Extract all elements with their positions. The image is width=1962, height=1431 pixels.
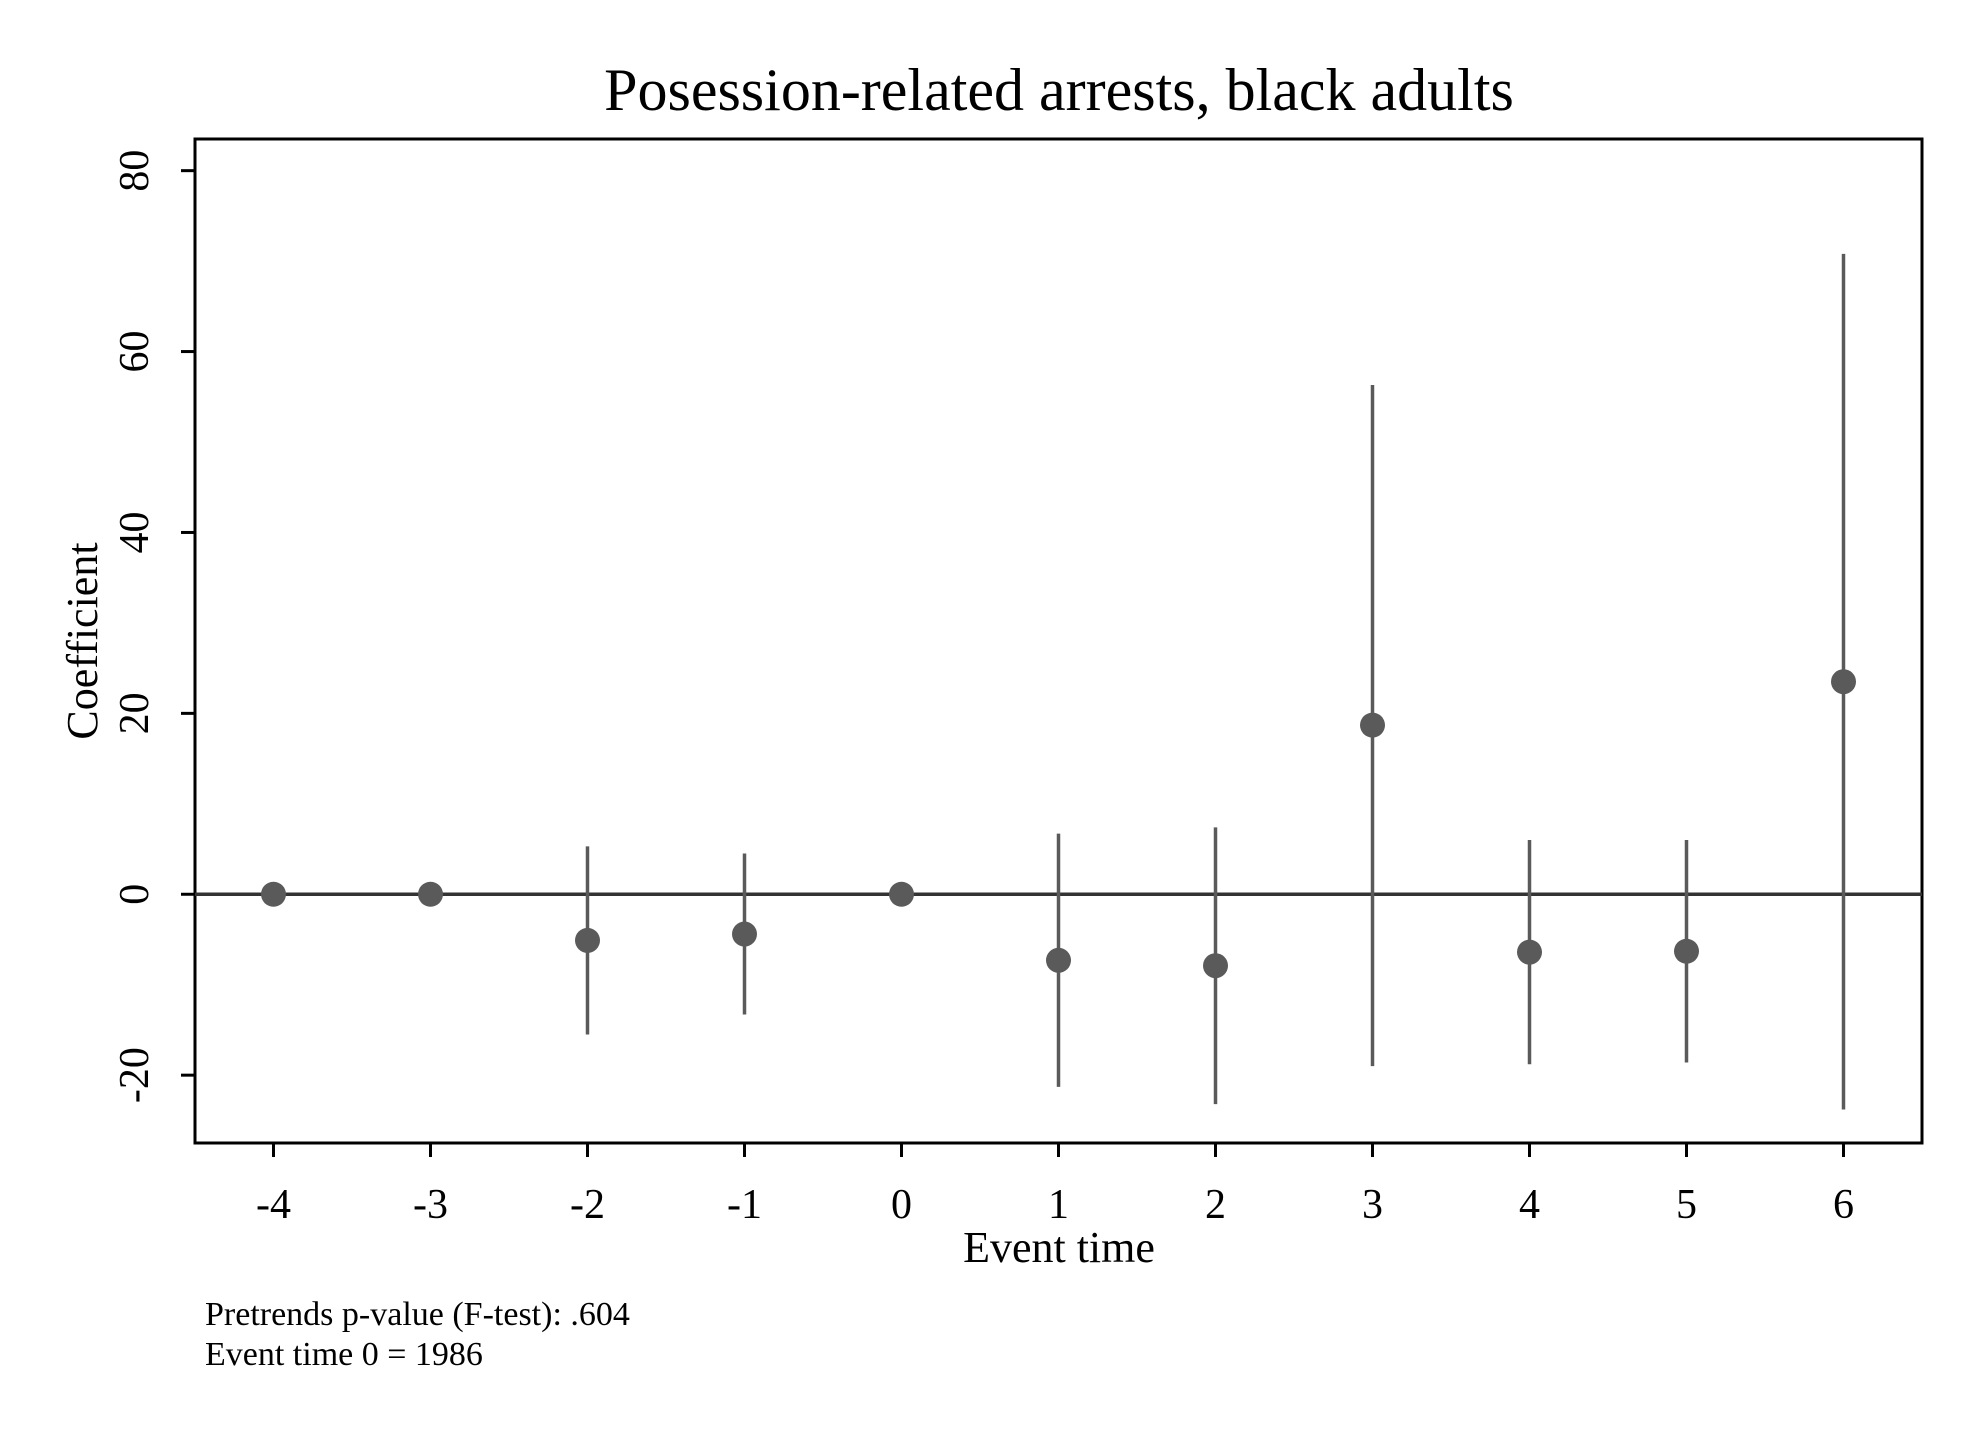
y-axis: -20 0 20 40 60 80	[112, 150, 195, 1103]
y-tick-label: -20	[112, 1047, 158, 1103]
coefficient-point	[575, 927, 600, 953]
confidence-intervals	[585, 253, 1846, 1110]
coefficient-point	[732, 921, 757, 947]
x-tick-label: -3	[413, 1182, 448, 1228]
coefficient-point	[1046, 947, 1071, 973]
y-tick-label: 60	[112, 331, 158, 373]
coefficient-point	[1360, 712, 1385, 738]
coefficient-point	[1203, 953, 1228, 979]
coefficient-point	[1831, 669, 1856, 695]
y-tick-label: 20	[112, 692, 158, 734]
coefficient-point	[418, 881, 443, 907]
chart-title: Posession-related arrests, black adults	[604, 57, 1514, 123]
y-axis-label: Coefficient	[58, 542, 107, 739]
event-time-note: Event time 0 = 1986	[205, 1336, 483, 1373]
x-tick-label: 1	[1048, 1182, 1069, 1228]
coefficient-point	[261, 881, 286, 907]
x-tick-label: 6	[1833, 1182, 1854, 1228]
pretrends-note: Pretrends p-value (F-test): .604	[205, 1296, 630, 1333]
x-tick-label: 4	[1519, 1182, 1540, 1228]
coefficient-point	[1674, 938, 1699, 964]
coefficient-point	[1517, 939, 1542, 965]
x-tick-label: 5	[1676, 1182, 1697, 1228]
x-tick-label: -2	[570, 1182, 605, 1228]
y-tick-label: 40	[112, 511, 158, 553]
x-axis-label: Event time	[963, 1223, 1155, 1272]
x-axis: -4 -3 -2 -1 0 1 2 3 4 5 6	[256, 1143, 1854, 1228]
coefficient-point	[889, 881, 914, 907]
x-tick-label: 3	[1362, 1182, 1383, 1228]
x-tick-label: -1	[727, 1182, 762, 1228]
y-tick-label: 80	[112, 150, 158, 192]
y-tick-label: 0	[112, 884, 158, 905]
x-tick-label: 0	[891, 1182, 912, 1228]
x-tick-label: 2	[1205, 1182, 1226, 1228]
point-estimates	[261, 669, 1856, 979]
x-tick-label: -4	[256, 1182, 291, 1228]
